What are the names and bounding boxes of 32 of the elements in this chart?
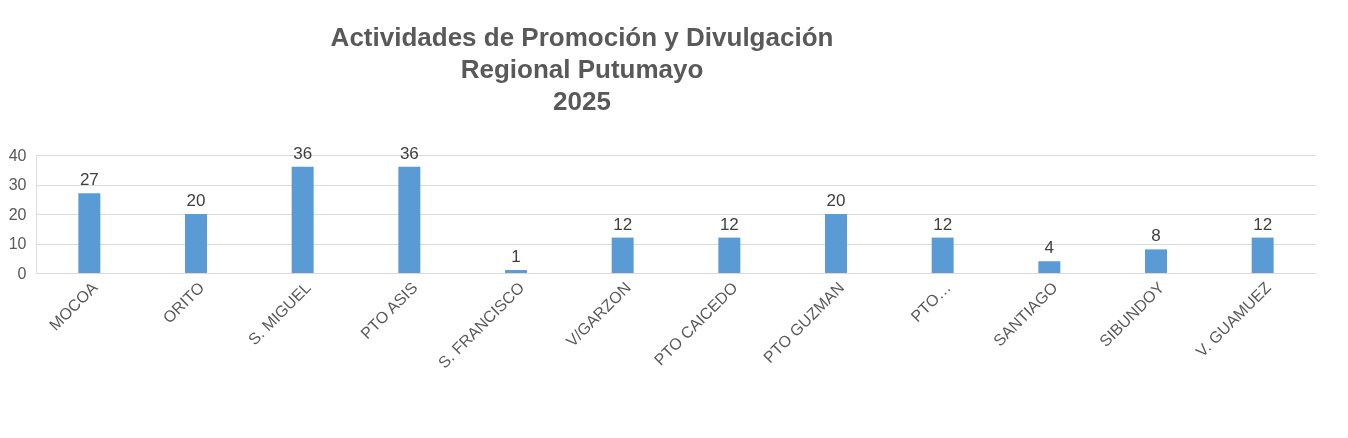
bar — [505, 270, 527, 273]
data-label: 1 — [511, 247, 521, 267]
bar — [291, 166, 314, 273]
data-label: 4 — [1044, 238, 1055, 258]
y-tick-label: 40 — [8, 146, 27, 164]
data-label: 12 — [719, 214, 739, 234]
data-label: 20 — [186, 191, 206, 210]
data-label: 36 — [293, 143, 313, 163]
y-tick-label: 20 — [8, 205, 27, 223]
data-label: 27 — [79, 170, 99, 190]
y-tick-label: 0 — [17, 264, 27, 282]
data-label: 12 — [613, 214, 633, 234]
bar — [825, 214, 847, 273]
bar — [185, 214, 207, 273]
bar — [931, 237, 954, 273]
data-label: 36 — [399, 143, 419, 163]
bar — [718, 237, 741, 273]
bar — [1251, 237, 1274, 273]
text: 2025 — [553, 85, 611, 116]
y-tick-label: 10 — [8, 235, 27, 252]
data-label: 12 — [933, 214, 953, 234]
bar — [1038, 261, 1061, 273]
text: Actividades de Promoción y Divulgación — [330, 21, 834, 52]
data-label: 8 — [1151, 226, 1161, 246]
bar — [398, 166, 421, 273]
bar — [78, 193, 101, 273]
bar — [1145, 249, 1167, 273]
data-label: 12 — [1253, 214, 1273, 234]
data-label: 20 — [826, 191, 846, 210]
bar — [611, 237, 634, 273]
y-tick-label: 30 — [8, 176, 27, 193]
text: Regional Putumayo — [460, 53, 704, 84]
